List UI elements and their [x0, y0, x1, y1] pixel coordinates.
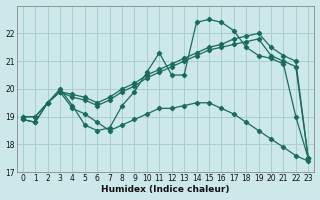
X-axis label: Humidex (Indice chaleur): Humidex (Indice chaleur)	[101, 185, 230, 194]
